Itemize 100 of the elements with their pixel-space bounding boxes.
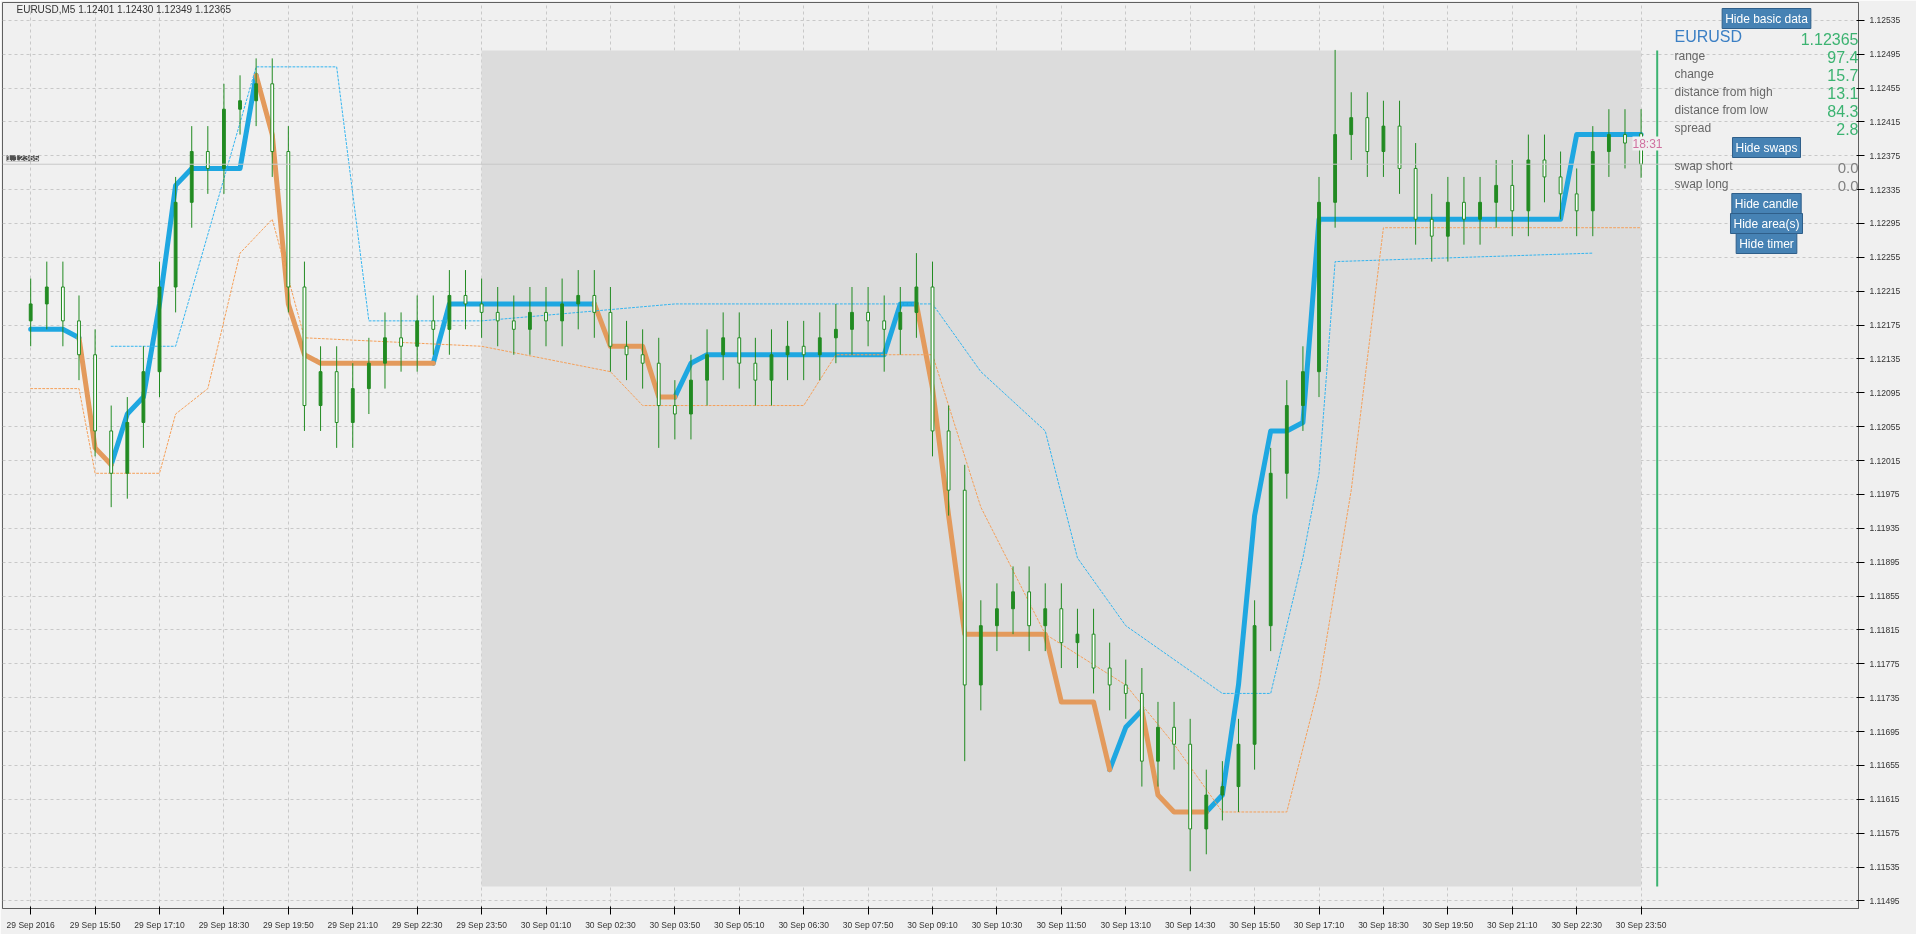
x-tick-label: 30 Sep 10:30 bbox=[971, 919, 1023, 930]
x-tick-label: 30 Sep 05:10 bbox=[713, 919, 765, 930]
line-series bbox=[110, 66, 1594, 694]
y-tick-label: 1.11815 bbox=[1869, 624, 1900, 635]
annotation: 13.1 bbox=[1827, 84, 1859, 102]
candlestick bbox=[1542, 134, 1547, 203]
annotation: 0.0 bbox=[1837, 176, 1859, 194]
y-tick-label: 1.11495 bbox=[1869, 895, 1900, 906]
annotation: swap long bbox=[1674, 176, 1729, 191]
candlestick bbox=[44, 261, 49, 330]
candlestick bbox=[238, 74, 242, 136]
candlestick bbox=[511, 294, 516, 356]
candlestick bbox=[753, 337, 758, 407]
annotation: Hide basic data bbox=[1725, 11, 1809, 26]
x-tick-label: 29 Sep 15:50 bbox=[69, 919, 121, 930]
y-tick-label: 1.12415 bbox=[1869, 116, 1901, 127]
annotation: 1.12365 bbox=[1800, 30, 1859, 48]
y-tick-label: 1.11895 bbox=[1869, 557, 1900, 568]
y-tick-label: 1.11735 bbox=[1869, 692, 1900, 703]
candlestick bbox=[28, 278, 33, 347]
annotation: Hide swaps bbox=[1735, 140, 1798, 155]
candlestick bbox=[528, 286, 532, 356]
candlestick bbox=[479, 278, 484, 339]
annotation: EURUSD bbox=[1674, 27, 1743, 45]
x-tick-label: 30 Sep 14:30 bbox=[1164, 919, 1216, 930]
x-tick-label: 30 Sep 18:30 bbox=[1358, 919, 1409, 930]
annotation: 2.8 bbox=[1836, 120, 1859, 138]
candlestick bbox=[1429, 193, 1434, 263]
candlestick bbox=[1075, 608, 1080, 669]
y-tick-label: 1.12175 bbox=[1869, 320, 1901, 331]
candlestick bbox=[817, 311, 822, 381]
candlestick bbox=[721, 311, 726, 381]
annotation: Hide area(s) bbox=[1733, 216, 1800, 231]
x-tick-label: 29 Sep 22:30 bbox=[391, 919, 443, 930]
annotation: spread bbox=[1674, 120, 1712, 135]
candlestick bbox=[995, 582, 999, 652]
chart-title: EURUSD,M5 1.12401 1.12430 1.12349 1.12365 bbox=[16, 3, 232, 15]
candlestick bbox=[576, 269, 581, 330]
y-tick-label: 1.11855 bbox=[1869, 591, 1900, 602]
y-tick-label: 1.12495 bbox=[1869, 49, 1901, 60]
x-tick-label: 30 Sep 11:50 bbox=[1036, 919, 1087, 930]
candlestick bbox=[1623, 108, 1627, 169]
annotation: distance from high bbox=[1674, 84, 1773, 99]
candlestick bbox=[205, 125, 210, 195]
x-tick-label: 30 Sep 15:50 bbox=[1229, 919, 1281, 930]
x-tick-label: 30 Sep 23:50 bbox=[1615, 919, 1667, 930]
x-tick-label: 29 Sep 21:10 bbox=[327, 919, 379, 930]
y-tick-label: 1.12375 bbox=[1869, 150, 1901, 161]
y-tick-label: 1.11535 bbox=[1869, 862, 1900, 873]
candlestick bbox=[1011, 565, 1015, 635]
annotation: Hide timer bbox=[1739, 236, 1794, 251]
y-tick-label: 1.12455 bbox=[1869, 83, 1901, 94]
candlestick bbox=[624, 320, 629, 381]
candlestick bbox=[1043, 582, 1048, 652]
candlestick bbox=[495, 286, 500, 347]
candlestick bbox=[672, 379, 677, 440]
y-tick-label: 1.11775 bbox=[1869, 658, 1900, 669]
candlestick bbox=[882, 294, 887, 373]
annotation: 15.7 bbox=[1827, 66, 1859, 84]
candlestick bbox=[898, 286, 903, 356]
x-tick-label: 29 Sep 2016 bbox=[6, 919, 56, 930]
candlestick bbox=[1494, 159, 1499, 229]
candlestick bbox=[640, 328, 645, 390]
x-tick-label: 30 Sep 21:10 bbox=[1486, 919, 1538, 930]
y-tick-label: 1.12535 bbox=[1869, 15, 1901, 26]
annotation: range bbox=[1674, 48, 1706, 63]
candlestick bbox=[1172, 701, 1176, 771]
candlestick bbox=[1349, 91, 1354, 161]
y-tick-label: 1.11695 bbox=[1869, 726, 1900, 737]
x-tick-label: 30 Sep 07:50 bbox=[842, 919, 894, 930]
x-tick-label: 29 Sep 18:30 bbox=[198, 919, 250, 930]
x-tick-label: 30 Sep 02:30 bbox=[585, 919, 636, 930]
candlestick bbox=[1606, 108, 1611, 178]
y-tick-label: 1.11615 bbox=[1869, 794, 1900, 805]
annotation: 0.0 bbox=[1837, 158, 1859, 176]
candlestick bbox=[1123, 659, 1128, 720]
x-tick-label: 30 Sep 01:10 bbox=[520, 919, 572, 930]
y-tick-label: 1.12095 bbox=[1869, 387, 1901, 398]
x-tick-label: 30 Sep 17:10 bbox=[1293, 919, 1345, 930]
annotation: Hide candle bbox=[1734, 196, 1799, 211]
x-tick-label: 29 Sep 19:50 bbox=[263, 919, 314, 930]
annotation: swap short bbox=[1674, 158, 1734, 173]
candlestick bbox=[1462, 176, 1466, 246]
y-tick-label: 1.11975 bbox=[1869, 489, 1900, 500]
x-tick-label: 30 Sep 09:10 bbox=[907, 919, 959, 930]
candlestick bbox=[1558, 151, 1563, 220]
y-tick-label: 1.12295 bbox=[1869, 218, 1901, 229]
y-tick-label: 1.11655 bbox=[1869, 760, 1900, 771]
candlestick bbox=[850, 286, 854, 356]
y-tick-label: 1.12015 bbox=[1869, 455, 1901, 466]
candlestick bbox=[833, 303, 838, 364]
x-tick-label: 30 Sep 22:30 bbox=[1551, 919, 1603, 930]
candlestick bbox=[1107, 642, 1112, 711]
candlestick bbox=[431, 294, 436, 356]
x-tick-label: 30 Sep 19:50 bbox=[1422, 919, 1474, 930]
y-tick-label: 1.12335 bbox=[1869, 184, 1901, 195]
y-tick-label: 1.12255 bbox=[1869, 252, 1901, 263]
y-tick-label: 1.11935 bbox=[1869, 523, 1900, 534]
candlestick bbox=[785, 320, 790, 381]
x-tick-label: 30 Sep 06:30 bbox=[778, 919, 830, 930]
